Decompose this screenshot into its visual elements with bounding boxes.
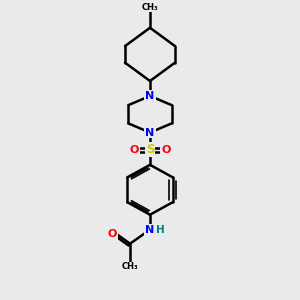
Text: S: S (146, 143, 154, 156)
Text: H: H (156, 225, 165, 235)
Text: CH₃: CH₃ (122, 262, 138, 272)
Text: O: O (161, 145, 171, 155)
Text: N: N (146, 225, 154, 235)
Text: N: N (146, 91, 154, 101)
Text: O: O (129, 145, 139, 155)
Text: N: N (146, 128, 154, 138)
Text: O: O (107, 229, 117, 239)
Text: CH₃: CH₃ (142, 3, 158, 12)
